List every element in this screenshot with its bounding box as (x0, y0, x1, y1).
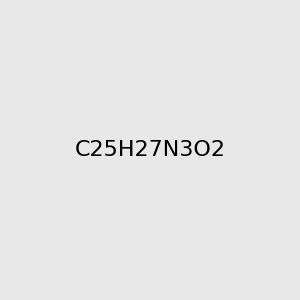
Text: C25H27N3O2: C25H27N3O2 (74, 140, 226, 160)
